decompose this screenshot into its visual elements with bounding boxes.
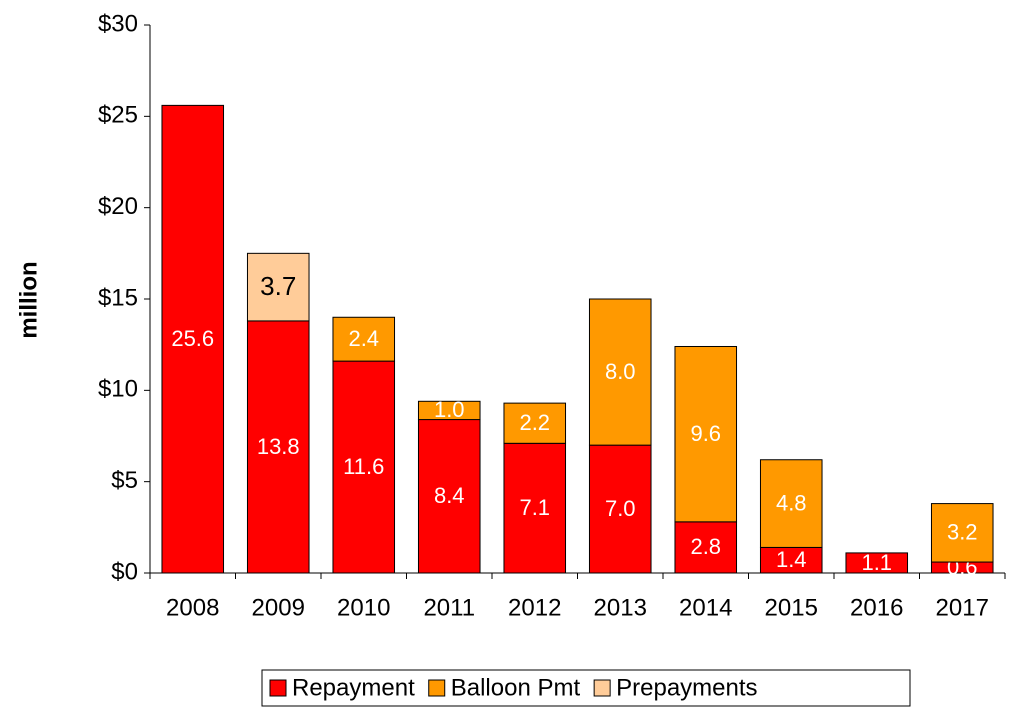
data-label: 2.2 xyxy=(519,410,550,435)
data-label: 11.6 xyxy=(343,454,384,479)
bar-segment xyxy=(759,459,823,548)
bar-segment xyxy=(417,419,481,574)
data-label: 13.8 xyxy=(257,434,300,459)
bar-segment xyxy=(503,442,567,574)
x-tick-label: 2011 xyxy=(423,594,475,621)
bar-segment xyxy=(759,546,823,574)
x-tick-label: 2013 xyxy=(594,594,647,621)
x-tick-label: 2012 xyxy=(508,594,561,621)
bar-segment xyxy=(246,320,310,574)
x-tick-label: 2014 xyxy=(679,594,732,621)
y-tick-label: $0 xyxy=(111,558,138,585)
data-label: 2.8 xyxy=(690,534,721,559)
y-tick-label: $10 xyxy=(98,376,138,403)
legend-swatch xyxy=(428,679,446,697)
x-tick-label: 2017 xyxy=(936,594,989,621)
data-label: 1.4 xyxy=(776,547,807,572)
bar-segment xyxy=(588,298,652,446)
y-tick-label: $25 xyxy=(98,102,138,129)
y-tick-label: $20 xyxy=(98,193,138,220)
legend-label: Repayment xyxy=(292,674,415,701)
data-label: 3.2 xyxy=(947,520,978,545)
x-tick-label: 2008 xyxy=(166,594,219,621)
data-label: 25.6 xyxy=(171,326,214,351)
bar-segment xyxy=(503,402,567,444)
data-label: 2.4 xyxy=(348,326,379,351)
x-tick-label: 2009 xyxy=(252,594,305,621)
y-tick-label: $5 xyxy=(111,467,138,494)
data-label: 1.0 xyxy=(434,397,465,422)
bar-segment xyxy=(161,104,225,574)
data-label: 8.4 xyxy=(434,483,465,508)
data-label: 7.1 xyxy=(519,495,550,520)
legend-swatch xyxy=(593,679,611,697)
bar-segment xyxy=(588,444,652,574)
x-tick-label: 2016 xyxy=(850,594,903,621)
data-label: 4.8 xyxy=(776,490,807,515)
data-label: 8.0 xyxy=(605,359,636,384)
legend-label: Prepayments xyxy=(616,674,757,701)
bar-segment xyxy=(930,503,994,563)
legend-swatch xyxy=(269,679,287,697)
data-label: 3.7 xyxy=(260,271,296,301)
y-tick-label: $15 xyxy=(98,284,138,311)
bar-segment xyxy=(332,316,396,362)
x-tick-label: 2015 xyxy=(765,594,818,621)
bar-segment xyxy=(417,400,481,421)
data-label: 9.6 xyxy=(690,421,721,446)
y-tick-label: $30 xyxy=(98,10,138,37)
legend-box xyxy=(261,669,911,707)
y-axis-label: million xyxy=(15,261,42,338)
bar-segment xyxy=(246,252,310,322)
bar-segment xyxy=(845,552,909,574)
data-label: 1.1 xyxy=(861,550,892,575)
legend-label: Balloon Pmt xyxy=(451,674,581,701)
bar-segment xyxy=(332,360,396,574)
bar-segment xyxy=(674,345,738,523)
x-tick-label: 2010 xyxy=(337,594,390,621)
data-label: 7.0 xyxy=(605,496,636,521)
